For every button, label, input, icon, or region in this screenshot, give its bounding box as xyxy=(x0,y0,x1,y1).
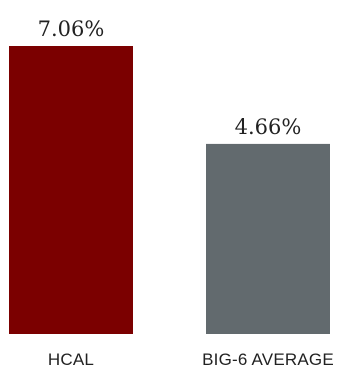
bar-big-6-average xyxy=(206,143,330,334)
value-labels-group: 7.06% 4.66% xyxy=(38,17,302,139)
category-labels-group: HCAL BIG-6 AVERAGE xyxy=(48,350,334,369)
value-label-big-6-average: 4.66% xyxy=(235,115,302,139)
bar-hcal xyxy=(9,46,133,334)
category-label-hcal: HCAL xyxy=(48,350,94,369)
bars-group xyxy=(9,46,330,334)
value-label-hcal: 7.06% xyxy=(38,17,105,41)
category-label-big-6-average: BIG-6 AVERAGE xyxy=(202,350,334,369)
